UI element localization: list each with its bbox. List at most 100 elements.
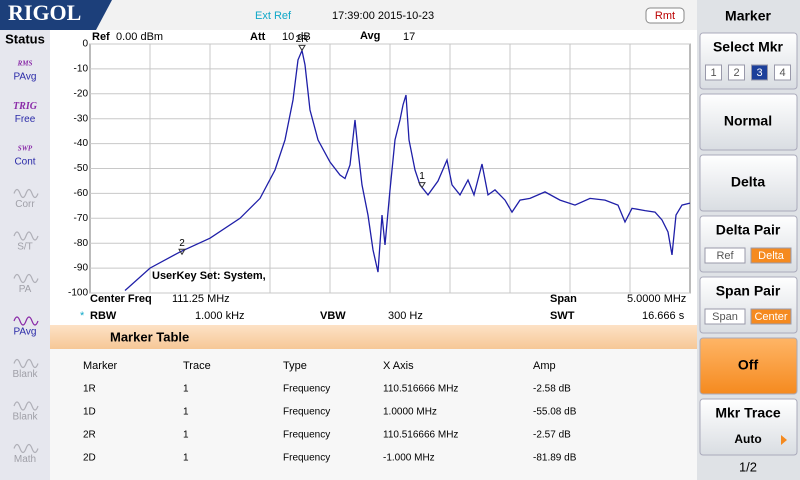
menu-button[interactable] xyxy=(699,32,798,90)
marker-label: 2 xyxy=(179,238,185,249)
table-header xyxy=(50,325,697,349)
menu-option-label: 1 xyxy=(710,67,716,79)
menu-label: Off xyxy=(738,357,759,373)
y-tick-label: -30 xyxy=(74,113,89,124)
swt-label: SWT xyxy=(550,310,575,322)
span-label: Span xyxy=(550,293,577,305)
y-tick-label: -90 xyxy=(74,263,89,274)
status-label: Cont xyxy=(14,157,35,168)
ref-label: Ref xyxy=(92,31,110,43)
column-header: Marker xyxy=(83,360,118,372)
status-label: PAvg xyxy=(14,327,37,338)
menu-option[interactable] xyxy=(704,247,746,264)
top-bar xyxy=(0,0,697,30)
marker xyxy=(178,248,186,256)
remote: Rmt xyxy=(655,10,675,22)
status-label: Free xyxy=(15,114,36,125)
table-cell: 1 xyxy=(183,407,189,418)
status-panel xyxy=(0,30,50,480)
annotation: UserKey Set: System, xyxy=(152,270,266,282)
menu-label: Select Mkr xyxy=(713,39,784,55)
menu-label: Delta xyxy=(731,174,765,190)
menu-option-label: Center xyxy=(754,311,787,323)
table-cell: -2.58 dB xyxy=(533,384,571,395)
y-tick-label: -50 xyxy=(74,163,89,174)
status-title: Status xyxy=(5,31,45,46)
table-cell: 110.516666 MHz xyxy=(383,430,458,441)
menu-title: Marker xyxy=(725,8,771,24)
menu-button[interactable] xyxy=(699,154,798,212)
table-cell: Frequency xyxy=(283,407,330,418)
menu-value: Auto xyxy=(734,432,761,446)
rbw-flag: * xyxy=(80,310,85,322)
status-icon xyxy=(13,443,39,454)
table-cell: 1D xyxy=(83,407,96,418)
datetime: 17:39:00 2015-10-23 xyxy=(332,10,434,22)
table-cell: -1.000 MHz xyxy=(383,453,435,464)
logo: RIGOL xyxy=(8,0,81,25)
center-label: Center Freq xyxy=(90,293,152,305)
menu-option-label: Delta xyxy=(758,250,785,262)
att: 10 dB xyxy=(282,31,311,43)
status-top: RMS xyxy=(17,60,33,68)
avg: 17 xyxy=(403,31,415,43)
marker-label: 2R xyxy=(296,34,309,45)
trace xyxy=(124,48,691,291)
y-tick-label: -70 xyxy=(74,213,89,224)
status-label: Blank xyxy=(12,369,38,380)
menu-option-label: Ref xyxy=(716,250,734,262)
column-header: Amp xyxy=(533,360,556,372)
menu-label: Mkr Trace xyxy=(715,405,781,421)
y-tick-label: -40 xyxy=(74,138,89,149)
status-label: PAvg xyxy=(14,72,37,83)
y-tick-label: -20 xyxy=(74,88,89,99)
menu-button[interactable] xyxy=(699,398,798,456)
menu-option[interactable] xyxy=(728,64,745,81)
table-title: Marker Table xyxy=(110,329,189,344)
logo-bg xyxy=(0,0,112,30)
status-icon xyxy=(13,316,39,326)
menu-button[interactable] xyxy=(699,337,798,395)
table-cell: -55.08 dB xyxy=(533,407,577,418)
ref: 0.00 dBm xyxy=(116,31,163,43)
menu-option-label: 3 xyxy=(756,67,762,79)
status-top: SWP xyxy=(18,145,33,153)
status-label: Blank xyxy=(12,412,38,423)
status-label: Math xyxy=(14,454,36,465)
rbw-label: RBW xyxy=(90,310,117,322)
menu-label: Normal xyxy=(724,113,772,129)
y-tick-label: -80 xyxy=(74,238,89,249)
column-header: Trace xyxy=(183,360,211,372)
y-tick-label: -60 xyxy=(74,188,89,199)
marker xyxy=(418,182,426,189)
table-cell: 2D xyxy=(83,453,96,464)
menu-option[interactable] xyxy=(751,64,768,81)
center: 111.25 MHz xyxy=(172,293,230,305)
menu-option[interactable] xyxy=(750,308,792,325)
table-cell: 1 xyxy=(183,384,189,395)
menu-option[interactable] xyxy=(705,64,722,81)
table-cell: -2.57 dB xyxy=(533,430,571,441)
status-label: S/T xyxy=(17,242,33,253)
menu-option[interactable] xyxy=(750,247,792,264)
menu-option-label: Span xyxy=(712,311,738,323)
att-label: Att xyxy=(250,31,266,43)
column-header: X Axis xyxy=(383,360,414,372)
remote-button[interactable] xyxy=(645,7,685,24)
menu-label: Span Pair xyxy=(716,283,781,299)
marker-label: 1 xyxy=(419,171,425,182)
table-cell: Frequency xyxy=(283,453,330,464)
ext-ref: Ext Ref xyxy=(255,10,292,22)
status-icon xyxy=(13,273,39,284)
table-cell: 110.516666 MHz xyxy=(383,384,458,395)
y-tick-label: -10 xyxy=(74,64,89,75)
menu-button[interactable] xyxy=(699,93,798,151)
menu-option[interactable] xyxy=(704,308,746,325)
vbw: 300 Hz xyxy=(388,310,423,322)
status-icon xyxy=(13,358,39,369)
y-tick-label: 0 xyxy=(82,39,88,50)
span: 5.0000 MHz xyxy=(627,293,686,305)
menu-arrow xyxy=(781,435,787,445)
menu-option[interactable] xyxy=(774,64,791,81)
